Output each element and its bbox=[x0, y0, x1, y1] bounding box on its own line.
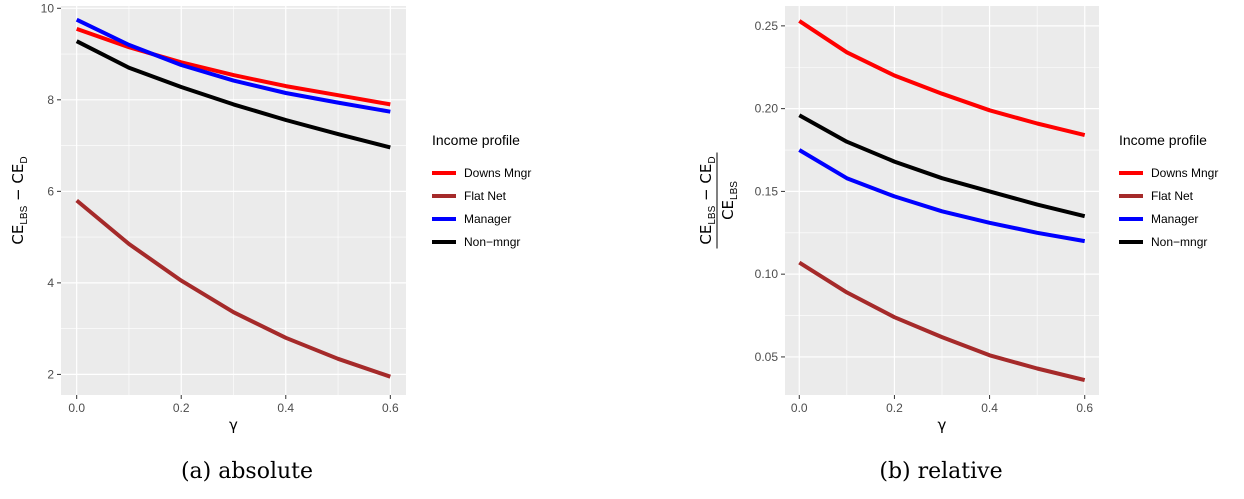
legend-label: Manager bbox=[1151, 212, 1198, 226]
legend-label: Flat Net bbox=[1151, 189, 1194, 203]
x-tick-label: 0.4 bbox=[277, 401, 294, 415]
legend: Income profile Downs Mngr Flat Net Manager N… bbox=[1119, 132, 1218, 249]
y-label-operator: − bbox=[9, 184, 27, 206]
legend-label: Non−mngr bbox=[464, 235, 520, 249]
y-tick-label: 2 bbox=[47, 367, 54, 381]
y-label-part: CE bbox=[697, 225, 715, 245]
y-label-operator: − bbox=[697, 184, 715, 206]
panel-caption: (b) relative bbox=[879, 459, 1002, 484]
x-tick-label: 0.6 bbox=[382, 401, 399, 415]
y-label-subscript: LBS bbox=[19, 205, 30, 224]
y-label-part: CE bbox=[697, 164, 715, 184]
series-line-non-mngr bbox=[75, 39, 391, 150]
legend-label: Downs Mngr bbox=[1151, 166, 1218, 180]
y-label-numerator: CELBS − CED bbox=[697, 156, 718, 244]
y-tick-label: 0.10 bbox=[755, 267, 779, 281]
legend-label: Downs Mngr bbox=[464, 166, 531, 180]
y-tick-label: 0.25 bbox=[755, 19, 779, 33]
series-line-downs-mngr bbox=[798, 19, 1086, 138]
y-tick-label: 0.05 bbox=[755, 350, 779, 364]
legend-label: Non−mngr bbox=[1151, 235, 1207, 249]
legend-label: Manager bbox=[464, 212, 511, 226]
x-tick-label: 0.2 bbox=[173, 401, 190, 415]
y-label-subscript: D bbox=[707, 156, 718, 163]
x-tick-label: 0.2 bbox=[886, 401, 903, 415]
series-line-non-mngr bbox=[798, 113, 1086, 219]
y-tick-label: 0.15 bbox=[755, 184, 779, 198]
y-label-denominator: CELBS bbox=[719, 181, 740, 220]
legend: Income profile Downs Mngr Flat Net Manager N… bbox=[432, 132, 531, 249]
y-tick-label: 10 bbox=[41, 1, 55, 15]
x-tick-label: 0.6 bbox=[1076, 401, 1093, 415]
x-axis-label: γ bbox=[229, 416, 238, 434]
series-line-downs-mngr bbox=[76, 27, 391, 107]
y-label-subscript: LBS bbox=[707, 205, 718, 224]
series-line-manager bbox=[75, 17, 391, 114]
y-label-part: CE bbox=[9, 225, 27, 245]
series-line-flat-net bbox=[798, 260, 1086, 383]
series-line-flat-net bbox=[75, 198, 391, 379]
y-label-subscript: D bbox=[19, 156, 30, 163]
x-tick-label: 0.0 bbox=[791, 401, 808, 415]
y-tick-label: 0.20 bbox=[755, 102, 779, 116]
y-tick-label: 8 bbox=[47, 93, 54, 107]
legend-title: Income profile bbox=[432, 132, 520, 148]
y-label-part: CE bbox=[9, 164, 27, 184]
y-label-subscript: LBS bbox=[729, 181, 740, 200]
series-line-manager bbox=[798, 148, 1086, 244]
y-tick-label: 4 bbox=[47, 276, 54, 290]
x-tick-label: 0.0 bbox=[68, 401, 85, 415]
y-tick-label: 6 bbox=[47, 184, 54, 198]
y-axis-label: CELBS − CED bbox=[9, 156, 30, 244]
x-axis-label: γ bbox=[938, 416, 947, 434]
legend-label: Flat Net bbox=[464, 189, 507, 203]
legend-title: Income profile bbox=[1119, 132, 1207, 148]
x-tick-label: 0.4 bbox=[981, 401, 998, 415]
y-label-part: CE bbox=[719, 200, 737, 220]
panel-caption: (a) absolute bbox=[181, 459, 313, 484]
